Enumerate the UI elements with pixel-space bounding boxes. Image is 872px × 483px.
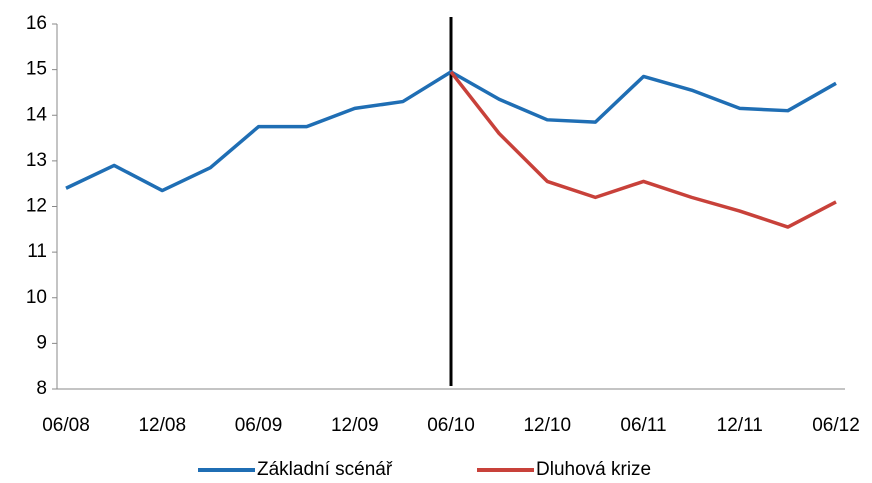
x-tick-label: 12/08 xyxy=(138,415,186,436)
x-tick-label: 12/09 xyxy=(331,415,379,436)
x-tick-label: 06/10 xyxy=(427,415,475,436)
x-tick-label: 12/10 xyxy=(523,415,571,436)
y-tick-label: 15 xyxy=(26,59,47,80)
legend-label: Dluhová krize xyxy=(536,459,651,480)
y-tick-label: 12 xyxy=(26,196,47,217)
y-tick-label: 13 xyxy=(26,150,47,171)
y-tick-label: 9 xyxy=(36,332,47,353)
y-tick-label: 11 xyxy=(27,241,47,262)
y-tick-label: 8 xyxy=(36,378,47,399)
y-tick-label: 10 xyxy=(26,287,47,308)
x-tick-label: 06/08 xyxy=(42,415,90,436)
y-tick-label: 14 xyxy=(26,104,48,125)
x-tick-label: 06/12 xyxy=(812,415,860,436)
x-tick-label: 06/11 xyxy=(620,415,666,436)
y-tick-label: 16 xyxy=(26,13,47,34)
series-line xyxy=(449,70,837,229)
x-tick-label: 12/11 xyxy=(717,415,763,436)
legend-label: Základní scénář xyxy=(257,459,393,480)
x-tick-label: 06/09 xyxy=(235,415,283,436)
